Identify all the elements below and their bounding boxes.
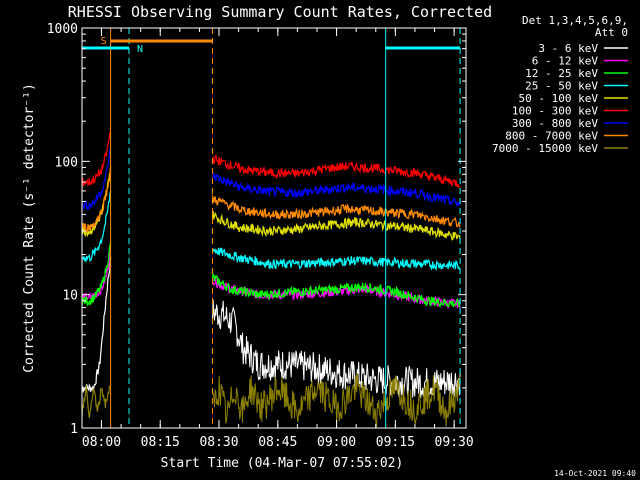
x-tick-label: 08:00 xyxy=(82,435,121,450)
x-axis-label: Start Time (04-Mar-07 07:55:02) xyxy=(161,456,404,471)
legend-entry-label: 12 - 25 keV xyxy=(525,67,598,80)
x-tick-label: 08:30 xyxy=(199,435,238,450)
series-3to6keV-kev xyxy=(81,256,461,398)
series-line xyxy=(81,146,112,211)
series-100to300keV-kev xyxy=(81,131,461,189)
legend-entry-label: 300 - 800 keV xyxy=(512,117,598,130)
series-line xyxy=(81,166,112,233)
x-tick-label: 08:15 xyxy=(141,435,180,450)
x-tick-label: 09:30 xyxy=(435,435,474,450)
y-axis: 1 10 100 1000 xyxy=(47,22,466,437)
x-tick-label: 09:15 xyxy=(376,435,415,450)
plot-area: SN xyxy=(81,27,467,429)
series-12to25keV-kev xyxy=(81,241,461,308)
series-line xyxy=(211,271,461,308)
y-axis-label: Corrected Count Rate (s⁻¹ detector⁻¹) xyxy=(22,83,37,373)
series-line xyxy=(211,194,461,228)
legend-entry-label: 3 - 6 keV xyxy=(538,42,598,55)
legend-entry-label: 6 - 12 keV xyxy=(532,55,599,68)
annotation-bar-label: S xyxy=(101,36,107,47)
series-800to7000keV-kev xyxy=(81,166,461,233)
x-tick-label: 08:45 xyxy=(258,435,297,450)
x-tick-label: 09:00 xyxy=(317,435,356,450)
legend-entry-label: 50 - 100 keV xyxy=(519,92,599,105)
legend-entry-label: 25 - 50 keV xyxy=(525,80,598,93)
timestamp: 14-Oct-2021 09:40 xyxy=(554,469,636,478)
annotation-bar-label: N xyxy=(137,44,143,55)
legend-header: Det 1,3,4,5,6,9, xyxy=(522,14,628,27)
series-7000to15000keV-kev xyxy=(81,373,461,429)
legend-entry-label: 800 - 7000 keV xyxy=(505,130,598,143)
legend-entry-label: 100 - 300 keV xyxy=(512,105,598,118)
legend-header: Att 0 xyxy=(595,26,628,39)
series-line xyxy=(81,190,112,264)
y-tick-label: 1 xyxy=(70,422,78,437)
series-line xyxy=(211,247,461,271)
x-axis: 08:00 08:15 08:30 08:45 09:00 09:15 09:30 xyxy=(82,28,474,450)
series-25to50keV-kev xyxy=(81,190,461,271)
plot-frame xyxy=(81,27,467,429)
series-line xyxy=(211,153,461,189)
series-line xyxy=(81,385,110,418)
legend-entry-label: 7000 - 15000 keV xyxy=(492,142,598,155)
series-line xyxy=(81,256,112,394)
chart-title: RHESSI Observing Summary Count Rates, Co… xyxy=(68,3,492,21)
series-line xyxy=(81,241,112,308)
series-300to800keV-kev xyxy=(81,146,461,211)
y-tick-label: 100 xyxy=(55,155,78,170)
series-line xyxy=(211,172,461,208)
y-tick-label: 1000 xyxy=(47,22,78,37)
series-line xyxy=(211,210,461,241)
series-line xyxy=(212,299,461,398)
y-tick-label: 10 xyxy=(62,289,78,304)
series-line xyxy=(81,131,112,187)
series-line xyxy=(212,373,461,429)
